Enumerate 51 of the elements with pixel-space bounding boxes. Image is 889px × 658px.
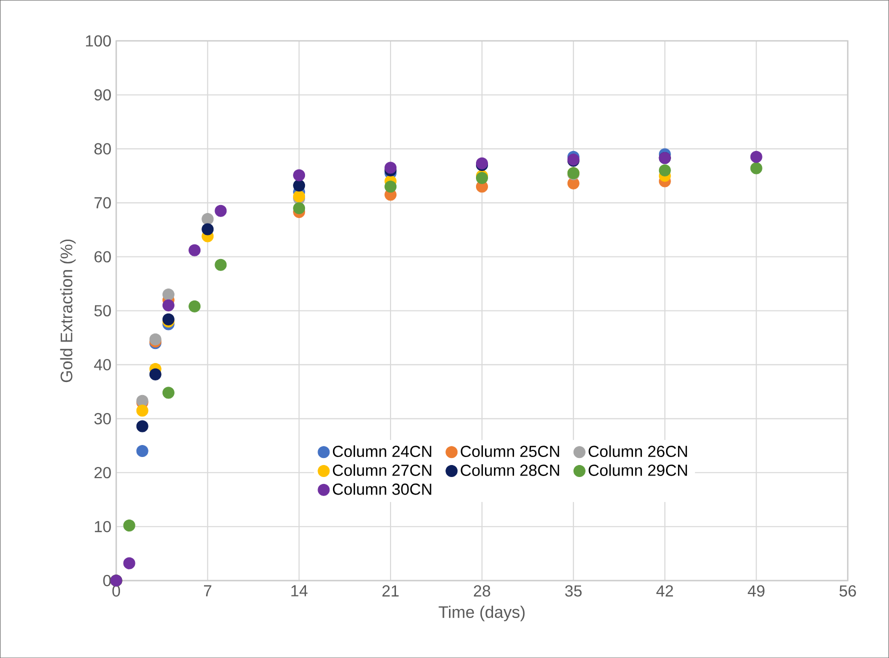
point xyxy=(384,180,397,193)
x-tick-label: 56 xyxy=(840,585,856,597)
point xyxy=(214,258,227,271)
point xyxy=(658,164,671,176)
y-tick-label: 40 xyxy=(94,358,111,370)
point xyxy=(202,223,214,236)
y-tick-label: 10 xyxy=(94,520,111,532)
x-tick-label: 28 xyxy=(474,585,490,597)
y-tick-label: 0 xyxy=(103,574,111,586)
point xyxy=(293,169,306,182)
y-tick-label: 60 xyxy=(94,251,111,262)
x-tick-label: 21 xyxy=(382,585,399,596)
point xyxy=(384,162,397,174)
y-axis-title: Gold Extraction (%) xyxy=(60,240,76,382)
point xyxy=(202,212,214,225)
legend-label: Column 28CN xyxy=(460,464,560,476)
x-tick-label: 7 xyxy=(204,585,212,596)
point xyxy=(136,420,148,432)
y-tick-label: 20 xyxy=(94,466,111,478)
x-tick-label: 49 xyxy=(748,585,764,597)
legend-label: Column 30CN xyxy=(332,483,432,495)
legend-label: Column 27CN xyxy=(332,464,432,476)
y-tick-label: 80 xyxy=(94,143,111,154)
point xyxy=(162,288,174,300)
y-tick-label: 90 xyxy=(94,89,111,100)
legend-label: Column 26CN xyxy=(588,445,687,457)
point xyxy=(136,404,148,417)
legend-label: Column 25CN xyxy=(460,445,560,457)
y-tick-label: 70 xyxy=(94,197,111,208)
point xyxy=(750,150,762,163)
x-axis-title: Time (days) xyxy=(438,606,525,622)
x-tick-label: 14 xyxy=(291,585,308,596)
point xyxy=(188,244,201,256)
point xyxy=(162,386,174,399)
point xyxy=(214,204,227,217)
y-tick-label: 100 xyxy=(86,35,111,46)
legend-label: Column 29CN xyxy=(588,464,687,476)
point xyxy=(123,557,136,570)
point xyxy=(162,299,174,312)
x-tick-label: 42 xyxy=(656,585,673,596)
point xyxy=(750,162,762,174)
point xyxy=(293,202,306,214)
point xyxy=(188,300,201,312)
y-tick-label: 50 xyxy=(94,305,111,316)
point xyxy=(123,519,136,532)
point xyxy=(293,179,306,192)
x-tick-label: 35 xyxy=(565,585,582,597)
y-tick-label: 30 xyxy=(94,412,111,424)
legend-label: Column 24CN xyxy=(332,445,432,457)
point xyxy=(136,444,148,457)
point xyxy=(149,368,162,380)
